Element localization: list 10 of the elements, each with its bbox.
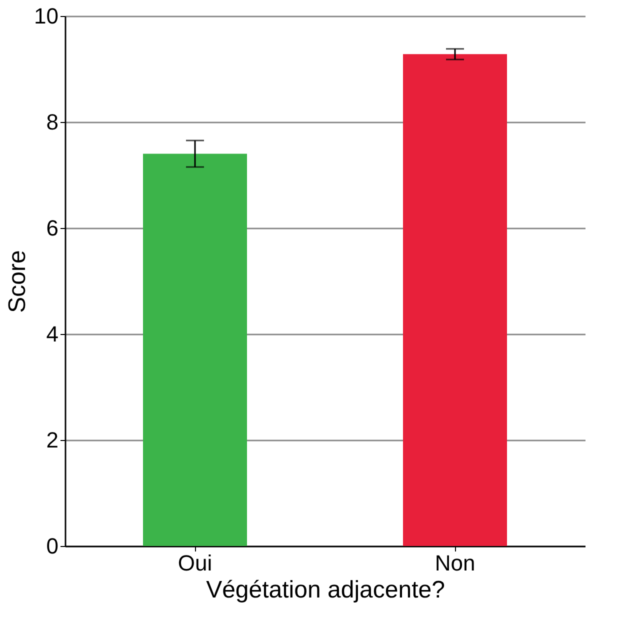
y-tick-label: 10 [34,4,58,28]
x-axis-title: Végétation adjacente? [206,576,445,604]
y-tick-label: 6 [46,216,58,240]
x-tick-label: Non [434,550,476,576]
y-axis-title: Score [4,250,32,313]
y-tick-label: 0 [46,534,58,558]
y-tick-label: 8 [46,110,58,134]
y-tick-label: 2 [46,428,58,452]
x-tick-label: Oui [178,550,212,576]
y-tick-label: 4 [46,322,58,346]
